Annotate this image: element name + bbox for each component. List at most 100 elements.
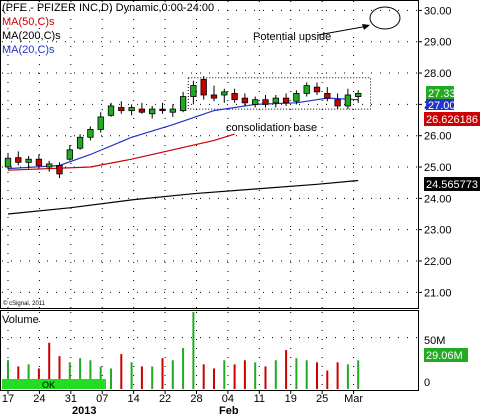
candle [107,102,115,117]
candle [200,76,207,100]
candle [179,91,187,113]
volume-last-badge: 29.06M [424,348,468,362]
volume-bar [357,360,360,389]
candle [313,82,321,95]
candle [241,93,249,106]
volume-label: Volume [2,314,39,326]
candle [303,82,310,97]
candle-body [118,107,125,112]
volume-bar [130,362,133,389]
consolidation-base-box [187,77,372,110]
x-tick-label: 28 [190,393,202,405]
candle-body [66,149,73,160]
candle [25,156,32,169]
candle [15,151,22,166]
volume-bar [48,342,51,389]
x-tick-label: 04 [222,393,234,405]
candle [35,154,43,169]
candle [272,94,279,108]
x-axis-ticks: 17 24 31 07 14 22 28 04 11 19 25 Mar [2,390,363,405]
y-tick-label: 21.00 [424,287,452,299]
y-tick-label: 28.00 [424,68,452,80]
candle-body [87,129,94,138]
volume-bar [316,362,318,389]
candle [190,80,197,105]
x-tick-label: 14 [128,393,140,405]
upside-target-circle [369,6,401,30]
candle-body [200,78,207,96]
svg-text:OK: OK [42,380,55,390]
volume-bar [17,366,20,389]
x-month-label: Feb [219,405,239,417]
candle [334,93,341,110]
upside-arrow-line [317,25,369,36]
volume-bar [171,360,174,389]
price-panel-frame [0,0,419,309]
y-tick-label: 26.00 [424,131,452,143]
volume-tick-0: 0 [424,377,430,389]
candle-body [159,108,166,112]
x-tick-label: 11 [254,393,265,405]
volume-bars [7,312,360,389]
candle [4,152,12,170]
candle-body [35,158,43,166]
chart-title: (PFE - PFIZER INC,D) Dynamic,0:00-24:00 [2,2,214,14]
volume-bar [192,312,195,389]
candle [262,94,269,108]
grid-lines [2,1,418,308]
ma50-line [7,133,235,171]
candle-body [56,165,63,175]
candle-body [324,93,331,99]
candle-body [210,94,218,99]
candle [118,101,125,114]
candle-body [169,108,176,113]
base-box [187,77,372,110]
price-badge-ma20: 27.00 [426,99,456,112]
y-tick-label: 29.00 [424,37,452,49]
volume-bar [295,358,298,389]
x-tick-label: 22 [159,393,171,405]
candle-body [293,93,300,102]
legend-ma50: MA(50,C)s [2,16,55,28]
y-tick-label: 23.00 [424,225,452,237]
candle [210,85,218,102]
volume-bar [58,356,61,389]
copyright-note: © cSignal, 2011 [3,300,46,307]
svg-text:27.00: 27.00 [428,100,456,112]
volume-bar [326,370,329,389]
candle [293,90,300,105]
candle [344,88,352,110]
candle-body [252,99,259,105]
svg-text:27.33: 27.33 [428,88,456,100]
candle-body [107,105,115,116]
candle [128,104,135,116]
x-year-label: 2013 [72,405,96,417]
legend-ma20: MA(20,C)s [2,44,55,56]
volume-bar [161,358,164,389]
candle-body [149,108,156,115]
x-tick-label: 17 [2,393,14,405]
y-tick-label: 25.00 [424,162,452,174]
candle-body [231,93,238,101]
candle [159,102,166,114]
price-badge-ma200: 24.565773 [424,177,480,191]
candles [4,76,362,178]
volume-bar [99,366,102,389]
volume-bar [285,349,288,389]
candle-body [241,97,249,104]
volume-bar [7,360,9,389]
volume-panel-frame [0,310,419,391]
volume-bar [305,360,308,389]
volume-bar [79,358,82,389]
x-tick-label: 25 [316,393,328,405]
ma20-line [7,97,359,170]
base-annotation: consolidation base [226,122,317,134]
volume-bar [120,354,123,389]
candle [76,134,84,150]
upside-annotation: Potential upside [253,31,331,43]
upside-arrow-head [362,24,370,30]
y-tick-label: 30.00 [424,5,452,17]
volume-bar [254,362,257,389]
volume-bar [274,360,277,389]
